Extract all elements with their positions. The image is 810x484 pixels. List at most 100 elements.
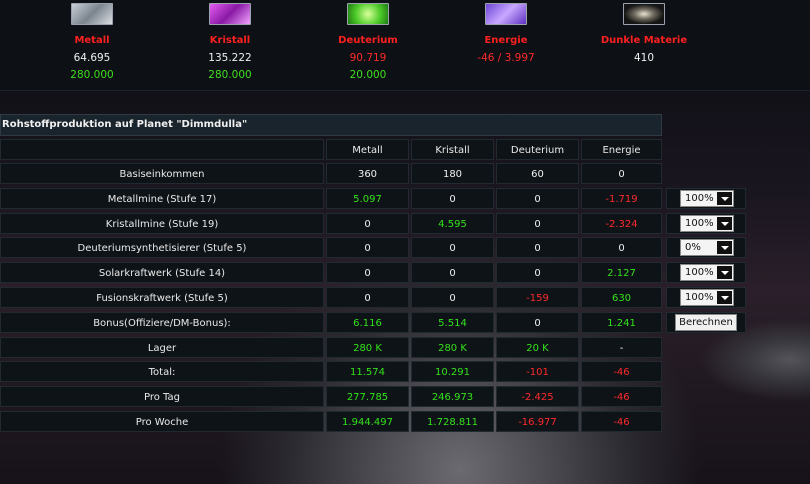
chevron-down-icon[interactable] [717, 266, 732, 279]
table-cell: 246.973 [411, 386, 494, 407]
table-cell: 630 [581, 287, 662, 308]
resource-amount: 64.695 [73, 52, 111, 64]
row-label: Fusionskraftwerk (Stufe 5) [0, 287, 324, 308]
resource-name: Energie [484, 35, 528, 46]
resource-amount: -46 / 3.997 [477, 52, 535, 64]
row-label: Bonus(Offiziere/DM-Bonus): [0, 312, 324, 333]
table-cell: 11.574 [326, 361, 409, 382]
row-label: Kristallmine (Stufe 19) [0, 213, 324, 234]
row-label: Solarkraftwerk (Stufe 14) [0, 262, 324, 283]
resource-energie[interactable]: Energie -46 / 3.997 [451, 3, 561, 69]
table-cell: -46 [581, 361, 662, 382]
table-cell: 6.116 [326, 312, 409, 333]
table-cell: 60 [496, 163, 579, 184]
table-cell: -2.324 [581, 213, 662, 234]
chevron-down-icon[interactable] [717, 217, 732, 230]
resource-name: Deuterium [338, 35, 398, 46]
row-label: Basiseinkommen [0, 163, 324, 184]
resource-name: Metall [74, 35, 110, 46]
resource-amount: 410 [633, 52, 655, 64]
energy-icon[interactable] [485, 3, 527, 25]
table-cell: 280 K [411, 337, 494, 358]
row-label: Lager [0, 337, 324, 358]
table-cell: 5.514 [411, 312, 494, 333]
resource-metall[interactable]: Metall 64.695 280.000 [37, 3, 147, 81]
row-label: Pro Woche [0, 411, 324, 432]
table-cell: 277.785 [326, 386, 409, 407]
table-cell: 0 [411, 262, 494, 283]
table-cell: -16.977 [496, 411, 579, 432]
select-value: 100% [685, 218, 714, 229]
resource-capacity: 20.000 [349, 69, 387, 81]
resource-amount: 90.719 [349, 52, 387, 64]
table-cell: 0 [496, 188, 579, 209]
table-cell: -2.425 [496, 386, 579, 407]
table-cell: 20 K [496, 337, 579, 358]
crystal-icon[interactable] [209, 3, 251, 25]
column-header-energie: Energie [581, 139, 662, 160]
table-cell: -46 [581, 386, 662, 407]
resource-kristall[interactable]: Kristall 135.222 280.000 [175, 3, 285, 81]
table-cell: 0 [326, 262, 409, 283]
table-cell: -101 [496, 361, 579, 382]
table-cell: 0 [326, 213, 409, 234]
resource-name: Kristall [209, 35, 251, 46]
resource-amount: 135.222 [208, 52, 252, 64]
table-cell: 1.728.811 [411, 411, 494, 432]
column-header-metall: Metall [326, 139, 409, 160]
resource-capacity: 280.000 [208, 69, 252, 81]
select-value: 100% [685, 193, 714, 204]
table-cell: 10.291 [411, 361, 494, 382]
table-cell: 2.127 [581, 262, 662, 283]
table-cell: 0 [411, 237, 494, 258]
resource-dunkle-materie[interactable]: Dunkle Materie 410 [589, 3, 699, 69]
production-percent-select[interactable]: 100% [680, 264, 734, 281]
table-cell: -46 [581, 411, 662, 432]
select-value: 100% [685, 292, 714, 303]
table-cell: 0 [326, 287, 409, 308]
chevron-down-icon[interactable] [717, 192, 732, 205]
table-cell: 0 [411, 287, 494, 308]
production-percent-select[interactable]: 100% [680, 215, 734, 232]
deuterium-icon[interactable] [347, 3, 389, 25]
table-cell: 360 [326, 163, 409, 184]
table-cell: 0 [581, 237, 662, 258]
table-cell: 0 [581, 163, 662, 184]
production-percent-select[interactable]: 100% [680, 190, 734, 207]
table-cell: -1.719 [581, 188, 662, 209]
row-label: Metallmine (Stufe 17) [0, 188, 324, 209]
metal-ore-icon[interactable] [71, 3, 113, 25]
row-label: Deuteriumsynthetisierer (Stufe 5) [0, 237, 324, 258]
production-percent-select[interactable]: 0% [680, 239, 734, 256]
chevron-down-icon[interactable] [717, 241, 732, 254]
row-label: Pro Tag [0, 386, 324, 407]
table-cell: 0 [496, 262, 579, 283]
table-cell: 4.595 [411, 213, 494, 234]
select-value: 100% [685, 267, 714, 278]
table-cell: -159 [496, 287, 579, 308]
resource-deuterium[interactable]: Deuterium 90.719 20.000 [313, 3, 423, 81]
calculate-button[interactable]: Berechnen [675, 314, 737, 331]
table-cell: 0 [496, 237, 579, 258]
table-cell: 5.097 [326, 188, 409, 209]
table-cell: - [581, 337, 662, 358]
select-value: 0% [685, 242, 701, 253]
chevron-down-icon[interactable] [717, 291, 732, 304]
resource-bar: Metall 64.695 280.000 Kristall 135.222 280.00… [0, 0, 810, 91]
production-panel-title: Rohstoffproduktion auf Planet "Dimmdulla… [0, 114, 662, 136]
table-cell: 0 [496, 213, 579, 234]
table-cell: 0 [496, 312, 579, 333]
table-cell: 1.944.497 [326, 411, 409, 432]
row-label: Total: [0, 361, 324, 382]
table-cell: 0 [411, 188, 494, 209]
table-header-spacer [0, 139, 324, 160]
resource-name: Dunkle Materie [600, 35, 688, 46]
production-percent-select[interactable]: 100% [680, 289, 734, 306]
table-cell: 180 [411, 163, 494, 184]
dark-matter-icon[interactable] [623, 3, 665, 25]
resource-capacity: 280.000 [70, 69, 114, 81]
table-cell: 280 K [326, 337, 409, 358]
table-cell: 1.241 [581, 312, 662, 333]
column-header-deuterium: Deuterium [496, 139, 579, 160]
table-cell: 0 [326, 237, 409, 258]
